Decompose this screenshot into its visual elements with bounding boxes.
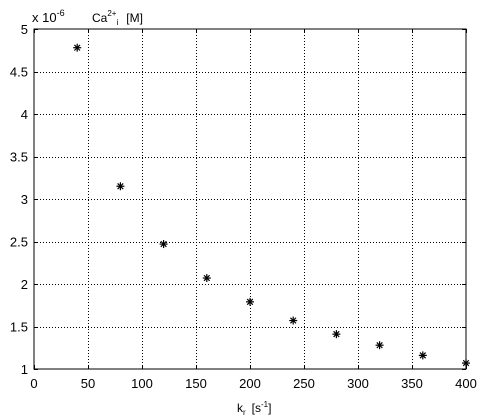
x-tick-labels: 0 50 100 150 200 250 300 350 400: [30, 376, 476, 391]
x-tick-label: 0: [30, 376, 37, 391]
y-tick-label: 3: [21, 192, 28, 207]
data-point: [116, 182, 125, 191]
marker-stroke: [289, 317, 297, 324]
y-tick-label: 2.5: [10, 235, 28, 250]
marker-stroke: [333, 330, 340, 338]
data-point: [159, 240, 168, 249]
grid-lines: [34, 29, 466, 369]
y-tick-label: 1.5: [10, 320, 28, 335]
data-point: [246, 297, 254, 306]
x-tick-label: 50: [81, 376, 95, 391]
marker-stroke: [117, 183, 124, 190]
marker-stroke: [246, 298, 254, 306]
data-point: [202, 274, 211, 283]
marker-stroke: [160, 240, 167, 248]
y-multiplier-label: x 10-6: [32, 8, 65, 25]
x-tick-label: 100: [131, 376, 153, 391]
y-tick-label: 1: [21, 362, 28, 377]
y-tick-label: 2: [21, 277, 28, 292]
y-tick-label: 5: [21, 22, 28, 37]
axis-ticks: [34, 29, 467, 370]
marker-stroke: [73, 44, 81, 51]
marker-stroke: [376, 341, 383, 349]
y-axis-label: Ca2+i [M]: [92, 9, 143, 27]
x-tick-label: 400: [455, 376, 477, 391]
y-tick-labels: 1 1.5 2 2.5 3 3.5 4 4.5 5: [10, 22, 28, 377]
data-point: [73, 43, 82, 52]
data-points: [73, 43, 470, 368]
y-tick-label: 3.5: [10, 150, 28, 165]
y-tick-label: 4: [21, 107, 28, 122]
x-axis-label: kr [s-1]: [237, 400, 271, 417]
x-tick-label: 250: [293, 376, 315, 391]
y-tick-label: 4.5: [10, 65, 28, 80]
data-point: [332, 330, 341, 339]
marker-stroke: [203, 274, 211, 282]
data-point: [289, 316, 298, 325]
data-point: [462, 359, 470, 368]
x-tick-label: 150: [185, 376, 207, 391]
data-point: [418, 351, 427, 360]
marker-stroke: [419, 352, 427, 359]
data-point: [375, 341, 384, 350]
x-tick-label: 350: [401, 376, 423, 391]
marker-stroke: [462, 359, 470, 367]
x-tick-label: 200: [239, 376, 261, 391]
x-tick-label: 300: [347, 376, 369, 391]
